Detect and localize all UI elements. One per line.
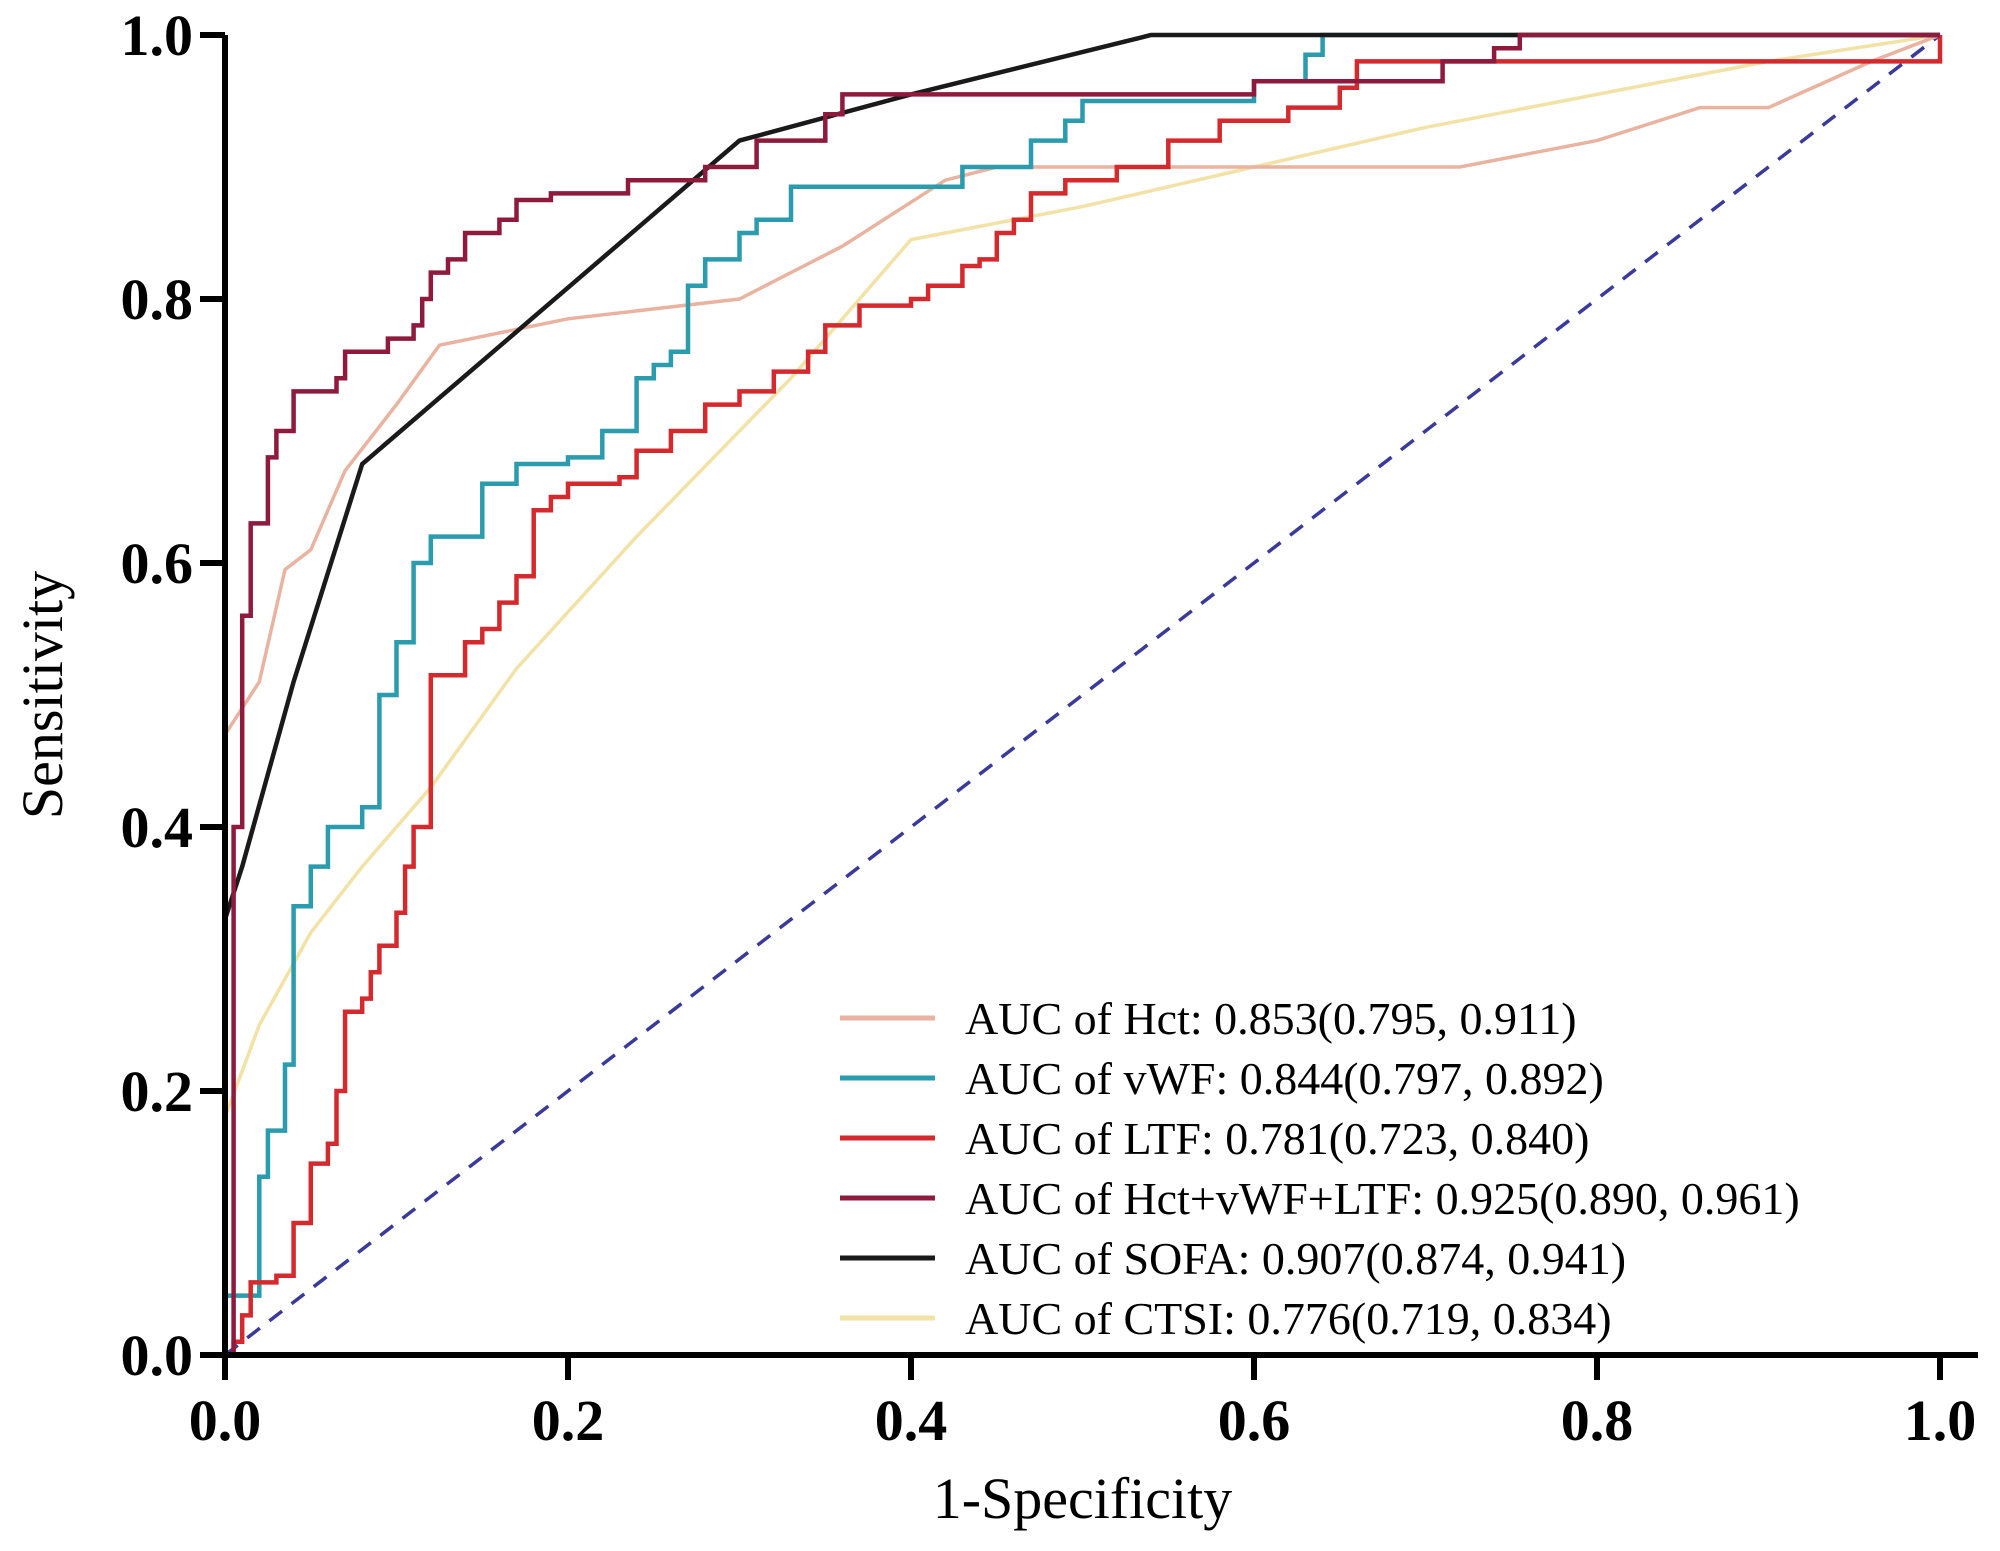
y-axis-title: Sensitivity [10,571,75,819]
y-tick-label: 0.0 [121,1323,194,1388]
series-line-vwf [222,32,1940,1355]
y-ticks: 0.0 0.2 0.4 0.6 0.8 1.0 [121,3,225,1388]
legend-item-combined: AUC of Hct+vWF+LTF: 0.925(0.890, 0.961) [840,1173,1800,1224]
y-tick-label: 1.0 [121,3,194,68]
y-tick-label: 0.6 [121,531,194,596]
y-tick-label: 0.2 [121,1059,194,1124]
legend-label: AUC of SOFA: 0.907(0.874, 0.941) [965,1233,1626,1284]
legend-label: AUC of Hct+vWF+LTF: 0.925(0.890, 0.961) [965,1173,1800,1224]
legend: AUC of Hct: 0.853(0.795, 0.911) AUC of vW… [840,993,1800,1344]
reference-diagonal-line [223,33,1942,1357]
legend-label: AUC of vWF: 0.844(0.797, 0.892) [965,1053,1604,1104]
x-tick-label: 0.0 [189,1388,262,1453]
series-line-ltf [225,35,1943,1358]
legend-item-sofa: AUC of SOFA: 0.907(0.874, 0.941) [840,1233,1626,1284]
y-tick-label: 0.8 [121,267,194,332]
x-tick-label: 0.6 [1218,1388,1291,1453]
x-tick-label: 0.2 [532,1388,605,1453]
legend-item-ctsi: AUC of CTSI: 0.776(0.719, 0.834) [840,1293,1612,1344]
legend-label: AUC of Hct: 0.853(0.795, 0.911) [965,993,1577,1044]
y-tick-label: 0.4 [121,795,194,860]
legend-item-hct: AUC of Hct: 0.853(0.795, 0.911) [840,993,1577,1044]
series-line-combined [225,32,1940,1358]
legend-label: AUC of LTF: 0.781(0.723, 0.840) [965,1113,1589,1164]
x-axis-title: 1-Specificity [933,1466,1233,1531]
x-ticks: 0.0 0.2 0.4 0.6 0.8 1.0 [189,1355,1977,1453]
axes-layer [200,35,1978,1380]
x-tick-label: 1.0 [1904,1388,1977,1453]
series-layer [222,32,1943,1358]
x-tick-label: 0.4 [875,1388,948,1453]
x-tick-label: 0.8 [1561,1388,1634,1453]
legend-item-ltf: AUC of LTF: 0.781(0.723, 0.840) [840,1113,1589,1164]
legend-label: AUC of CTSI: 0.776(0.719, 0.834) [965,1293,1612,1344]
series-line-ctsi [223,33,1941,1119]
series-line-hct [223,33,1941,1355]
legend-item-vwf: AUC of vWF: 0.844(0.797, 0.892) [840,1053,1604,1104]
